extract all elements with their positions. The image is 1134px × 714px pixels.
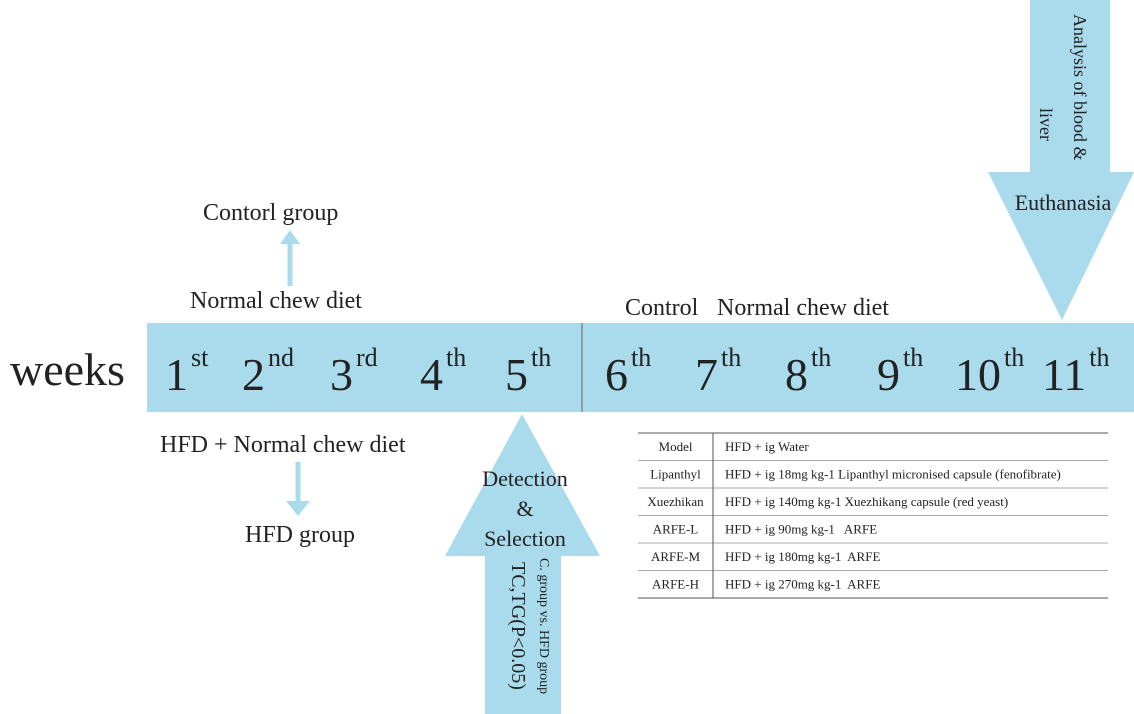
selection-criterion: C. group vs. HFD group <box>536 558 551 694</box>
week-suffix: th <box>903 343 923 372</box>
phase-group: Control <box>625 295 699 321</box>
table-cell: Model <box>659 439 693 454</box>
table-cell: ARFE-M <box>651 549 701 564</box>
table-cell: HFD + ig 140mg kg-1 Xuezhikang capsule (… <box>725 494 1008 509</box>
week-suffix: th <box>446 343 466 372</box>
selection-line: & <box>516 496 533 521</box>
table-cell: HFD + ig 180mg kg-1 ARFE <box>725 549 880 564</box>
hfd-diet: HFD + Normal chew diet <box>160 432 406 458</box>
axis-label: weeks <box>10 344 125 395</box>
analysis-line: Analysis of blood & <box>1070 14 1090 161</box>
week-suffix: th <box>721 343 741 372</box>
control-diet: Normal chew diet <box>190 288 362 314</box>
table-cell: Xuezhikan <box>647 494 704 509</box>
week-number: 1 <box>165 349 188 400</box>
table-cell: ARFE-H <box>652 577 699 592</box>
week-suffix: st <box>191 343 209 372</box>
week-suffix: th <box>811 343 831 372</box>
week-suffix: nd <box>268 343 294 372</box>
endpoint-label: Euthanasia <box>1015 190 1112 215</box>
selection-line: Selection <box>484 526 566 551</box>
week-number: 7 <box>695 349 718 400</box>
table-cell: HFD + ig Water <box>725 439 809 454</box>
week-number: 5 <box>505 349 528 400</box>
selection-line: Detection <box>482 466 568 491</box>
table-cell: ARFE-L <box>653 522 699 537</box>
timeline-band <box>147 323 1134 412</box>
down-arrow <box>286 462 310 516</box>
selection-arrow <box>445 414 600 714</box>
week-number: 11 <box>1042 349 1086 400</box>
week-suffix: th <box>631 343 651 372</box>
week-suffix: th <box>531 343 551 372</box>
week-number: 10 <box>955 349 1001 400</box>
week-number: 2 <box>242 349 265 400</box>
week-suffix: rd <box>356 343 378 372</box>
table-cell: HFD + ig 90mg kg-1 ARFE <box>725 522 877 537</box>
week-number: 6 <box>605 349 628 400</box>
table-cell: HFD + ig 270mg kg-1 ARFE <box>725 577 880 592</box>
phase-diet: Normal chew diet <box>717 295 889 321</box>
endpoint-arrow <box>988 0 1134 320</box>
treatment-table: Model HFD + ig Water Lipanthyl HFD + ig 18m… <box>638 432 1108 599</box>
table-cell: HFD + ig 18mg kg-1 Lipanthyl micronised … <box>725 467 1061 482</box>
up-arrow <box>280 230 300 286</box>
hfd-group: HFD group <box>245 522 355 548</box>
week-number: 4 <box>420 349 443 400</box>
table-cell: Lipanthyl <box>650 467 701 482</box>
week-number: 9 <box>877 349 900 400</box>
selection-test: TC,TG(P<0.05) <box>507 562 529 690</box>
analysis-line: liver <box>1036 108 1056 141</box>
week-suffix: th <box>1089 343 1109 372</box>
control-group: Contorl group <box>203 200 338 226</box>
week-number: 3 <box>330 349 353 400</box>
week-suffix: th <box>1004 343 1024 372</box>
week-number: 8 <box>785 349 808 400</box>
